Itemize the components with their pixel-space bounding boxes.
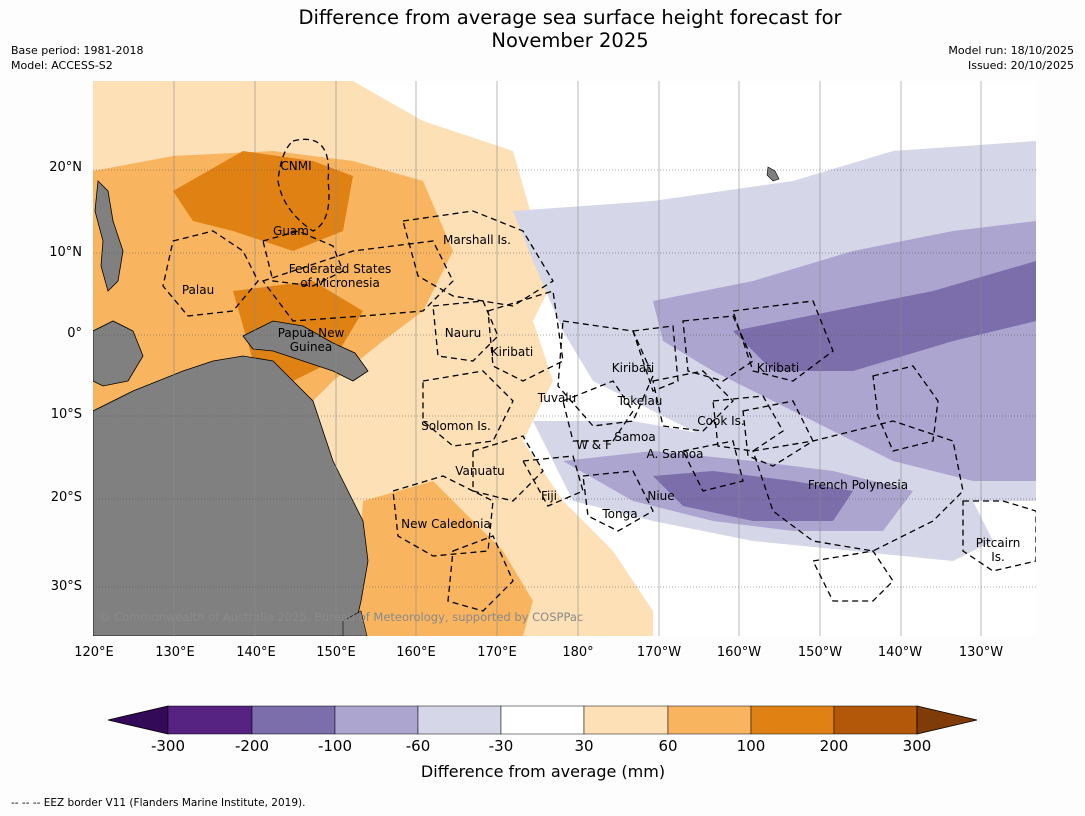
base-period: Base period: 1981-2018	[11, 44, 144, 57]
colorbar-bin-5	[500, 705, 585, 735]
lon-label-170e: 170°E	[477, 645, 517, 660]
region-solomon: Solomon Is.	[421, 419, 491, 433]
region-wf: W & F	[576, 438, 612, 452]
lat-label-20n: 20°N	[49, 160, 82, 175]
copyright-note: © Commonwealth of Australia 2025, Bureau…	[99, 610, 584, 624]
region-pitcairn: Pitcairn Is.	[976, 536, 1021, 564]
colorbar-tick-2: -200	[234, 737, 270, 755]
colorbar-bin-4	[417, 705, 502, 735]
lon-label-170w: 170°W	[636, 645, 682, 660]
meta-left: Base period: 1981-2018 Model: ACCESS-S2	[11, 43, 143, 73]
chart-title: Difference from average sea surface heig…	[0, 6, 1085, 52]
map-canvas	[93, 81, 1036, 636]
philippines-landmass	[94, 180, 124, 292]
colorbar-tick-1: -300	[150, 737, 186, 755]
region-cook: Cook Is.	[697, 414, 745, 428]
colorbar	[107, 705, 978, 735]
region-kiribati-east: Kiribati	[756, 361, 800, 375]
lon-label-120e: 120°E	[74, 645, 114, 660]
colorbar-bin-6	[583, 705, 669, 735]
region-pitcairn-line2: Is.	[991, 550, 1005, 564]
png-landmass	[242, 320, 369, 382]
colorbar-tick-6: 30	[574, 737, 594, 755]
region-pitcairn-line1: Pitcairn	[975, 536, 1021, 550]
colorbar-tick-5: -30	[488, 737, 514, 755]
lon-label-140w: 140°W	[877, 645, 923, 660]
eez-borders	[162, 138, 1036, 612]
colorbar-tick-7: 60	[658, 737, 678, 755]
region-fsm: Federated States of Micronesia	[289, 262, 391, 290]
colorbar-bin-1	[167, 705, 253, 735]
colorbar-tick-8: 100	[736, 737, 766, 755]
lat-label-10s: 10°S	[50, 407, 82, 422]
anomaly-dark-purple-south	[653, 471, 853, 521]
lat-label-30s: 30°S	[50, 579, 82, 594]
region-nauru: Nauru	[444, 326, 482, 340]
colorbar-bin-8	[750, 705, 835, 735]
anomaly-dark-orange-cnmi	[173, 151, 353, 251]
anomaly-dark-purple-east	[733, 261, 1036, 371]
anomaly-orange-south	[353, 481, 533, 636]
lon-label-140e: 140°E	[236, 645, 276, 660]
region-kiribati-west: Kiribati	[490, 345, 534, 359]
region-fiji: Fiji	[540, 489, 558, 503]
region-png-line2: Guinea	[289, 340, 333, 354]
lon-label-180: 180°	[562, 645, 594, 660]
lat-label-20s: 20°S	[50, 490, 82, 505]
region-tokelau: Tokelau	[617, 394, 663, 408]
region-palau: Palau	[181, 283, 215, 297]
region-fsm-line2: of Micronesia	[300, 276, 380, 290]
region-fsm-line1: Federated States	[288, 262, 392, 276]
colorbar-title: Difference from average (mm)	[420, 762, 666, 781]
colorbar-tick-9: 200	[819, 737, 849, 755]
graticule-latitude	[93, 169, 1036, 588]
region-samoa: Samoa	[614, 430, 656, 444]
lon-label-150w: 150°W	[797, 645, 843, 660]
lat-label-10n: 10°N	[49, 245, 82, 260]
colorbar-extend-high	[916, 705, 978, 735]
region-kiribati-central: Kiribati	[611, 361, 655, 375]
colorbar-tick-10: 300	[902, 737, 932, 755]
region-french-polynesia: French Polynesia	[807, 478, 909, 492]
meta-right: Model run: 18/10/2025 Issued: 20/10/2025	[948, 43, 1074, 73]
lon-label-130e: 130°E	[155, 645, 195, 660]
title-line-2: November 2025	[491, 29, 649, 52]
colorbar-bin-9	[833, 705, 918, 735]
colorbar-bin-7	[667, 705, 752, 735]
lon-label-150e: 150°E	[316, 645, 356, 660]
lon-label-160e: 160°E	[396, 645, 436, 660]
colorbar-extend-low	[107, 705, 169, 735]
forecast-map	[93, 81, 1036, 636]
graticule-longitude	[173, 81, 982, 636]
colorbar-bin-2	[251, 705, 336, 735]
eez-border-note: -- -- -- EEZ border V11 (Flanders Marine…	[11, 797, 306, 809]
region-tuvalu: Tuvalu	[537, 391, 577, 405]
lon-label-130w: 130°W	[958, 645, 1004, 660]
region-tonga: Tonga	[602, 507, 638, 521]
borneo-landmass	[93, 320, 144, 387]
hawaii-landmass	[766, 166, 780, 182]
region-cnmi: CNMI	[280, 159, 312, 173]
new-zealand-tip-landmass	[342, 610, 368, 636]
region-png-line1: Papua New	[277, 326, 345, 340]
model-name: Model: ACCESS-S2	[11, 59, 113, 72]
colorbar-tick-4: -60	[405, 737, 431, 755]
region-new-caledonia: New Caledonia	[401, 517, 491, 531]
region-marshall: Marshall Is.	[443, 233, 511, 247]
region-niue: Niue	[647, 489, 675, 503]
region-asamoa: A. Samoa	[646, 447, 704, 461]
title-line-1: Difference from average sea surface heig…	[298, 6, 842, 29]
region-guam: Guam	[273, 224, 309, 238]
lat-label-equator: 0°	[67, 326, 82, 341]
region-vanuatu: Vanuatu	[455, 464, 505, 478]
colorbar-tick-3: -100	[317, 737, 353, 755]
colorbar-bin-3	[334, 705, 419, 735]
issued-date: Issued: 20/10/2025	[967, 59, 1074, 72]
region-png: Papua New Guinea	[278, 326, 345, 354]
model-run: Model run: 18/10/2025	[948, 44, 1074, 57]
lon-label-160w: 160°W	[716, 645, 762, 660]
